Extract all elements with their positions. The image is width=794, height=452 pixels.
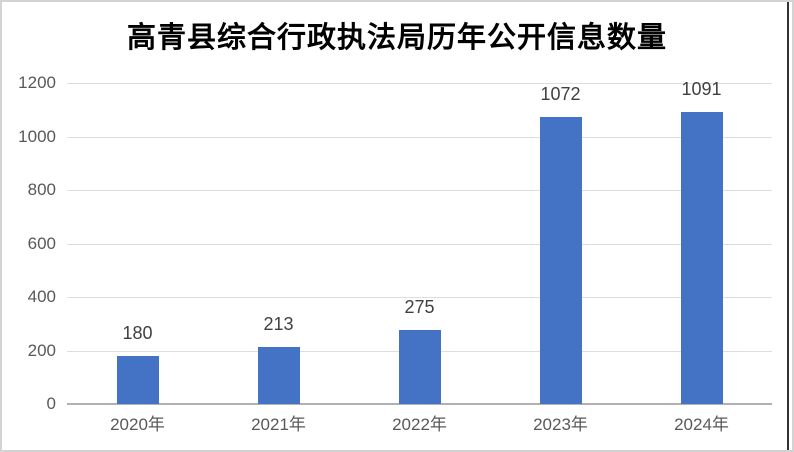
data-label: 275: [404, 297, 435, 318]
x-tick-label: 2024年: [674, 415, 729, 434]
gridline: [67, 136, 772, 138]
y-tick-label: 200: [27, 340, 56, 360]
data-label: 1091: [681, 79, 722, 100]
x-tick-label: 2022年: [392, 415, 447, 434]
x-axis-line: [67, 403, 772, 405]
gridline: [67, 190, 772, 191]
gridline: [67, 243, 772, 245]
data-label: 213: [263, 314, 294, 335]
x-tick-label: 2023年: [533, 415, 588, 434]
bar: [398, 330, 441, 404]
y-tick-label: 400: [27, 287, 56, 306]
page-edge-line: [787, 2, 789, 450]
x-tick-label: 2020年: [110, 415, 165, 434]
y-tick-label: 1200: [18, 73, 56, 92]
data-label: 180: [122, 322, 153, 343]
bar: [680, 112, 723, 404]
y-tick-label: 800: [27, 180, 56, 199]
gridline: [67, 297, 772, 298]
gridline: [67, 83, 772, 84]
x-tick-label: 2021年: [251, 415, 306, 434]
bar: [116, 355, 159, 404]
bar: [539, 117, 582, 404]
y-tick-label: 0: [46, 394, 56, 413]
y-tick-label: 600: [27, 233, 56, 253]
data-label: 1072: [540, 84, 581, 105]
bar: [257, 347, 300, 404]
y-tick-label: 1000: [18, 126, 56, 146]
chart-title: 高青县综合行政执法局历年公开信息数量: [126, 22, 667, 54]
